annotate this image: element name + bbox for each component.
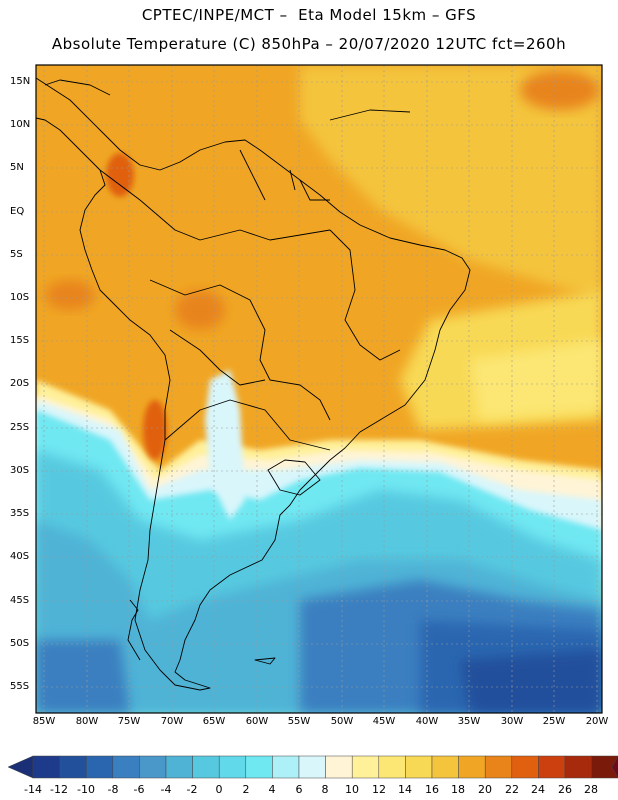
colorbar-label: -10	[77, 783, 95, 796]
colorbar-swatch	[564, 755, 592, 779]
colorbar-swatch	[139, 755, 167, 779]
lon-label: 65W	[202, 716, 226, 727]
lat-label: 25S	[10, 422, 30, 433]
colorbar-swatch	[192, 755, 220, 779]
lon-label: 30W	[500, 716, 524, 727]
lon-label: 45W	[372, 716, 396, 727]
colorbar-label: 24	[531, 783, 545, 796]
colorbar-label: 8	[321, 783, 329, 796]
colorbar-label: -14	[24, 783, 42, 796]
colorbar-swatch	[272, 755, 300, 779]
lon-label: 70W	[160, 716, 184, 727]
title-line-1: CPTEC/INPE/MCT – Eta Model 15km – GFS	[141, 6, 477, 24]
colorbar-label: 16	[425, 783, 439, 796]
lat-label: 50S	[10, 638, 30, 649]
colorbar-swatch	[245, 755, 273, 779]
colorbar-label: 18	[451, 783, 465, 796]
lon-label: 20W	[585, 716, 609, 727]
colorbar-label: 14	[398, 783, 412, 796]
colorbar-swatch	[431, 755, 459, 779]
colorbar	[7, 755, 618, 779]
lon-label: 75W	[117, 716, 141, 727]
colorbar-label: 10	[345, 783, 359, 796]
colorbar-swatch	[59, 755, 87, 779]
colorbar-label: -12	[50, 783, 68, 796]
colorbar-label: -2	[186, 783, 198, 796]
temperature-field	[36, 65, 602, 713]
colorbar-label: 28	[584, 783, 598, 796]
lat-label: 20S	[10, 378, 30, 389]
colorbar-label: -4	[160, 783, 172, 796]
colorbar-swatch	[85, 755, 114, 779]
colorbar-label: 26	[558, 783, 572, 796]
colorbar-swatch	[511, 755, 539, 779]
lat-label: 10N	[10, 119, 31, 130]
colorbar-swatch	[218, 755, 247, 779]
colorbar-swatch	[165, 755, 193, 779]
lat-label: 40S	[10, 551, 30, 562]
lat-label: 10S	[10, 292, 30, 303]
colorbar-label: 4	[268, 783, 276, 796]
colorbar-label: -8	[107, 783, 119, 796]
lat-label: EQ	[10, 206, 25, 217]
lat-label: 5N	[10, 162, 24, 173]
lon-label: 85W	[32, 716, 56, 727]
lon-label: 35W	[457, 716, 481, 727]
colorbar-right-arrow	[611, 755, 618, 779]
map-frame	[35, 64, 603, 714]
colorbar-swatch	[484, 755, 513, 779]
colorbar-left-arrow	[7, 755, 34, 779]
lat-label: 45S	[10, 595, 30, 606]
colorbar-swatch	[538, 755, 566, 779]
lat-label: 5S	[10, 249, 23, 260]
map-gridlines	[36, 65, 602, 713]
colorbar-swatch	[351, 755, 380, 779]
colorbar-swatch	[405, 755, 433, 779]
colorbar-label: 22	[505, 783, 519, 796]
colorbar-label: 0	[215, 783, 223, 796]
lat-label: 35S	[10, 508, 30, 519]
lon-label: 25W	[542, 716, 566, 727]
lon-label: 40W	[415, 716, 439, 727]
lon-label: 60W	[245, 716, 269, 727]
title-line-2: Absolute Temperature (C) 850hPa – 20/07/…	[51, 35, 567, 53]
coastlines-and-borders	[35, 77, 471, 691]
lon-label: 55W	[287, 716, 311, 727]
colorbar-label: 12	[372, 783, 386, 796]
colorbar-swatch	[591, 755, 618, 779]
lat-label: 15N	[10, 76, 31, 87]
colorbar-swatch	[32, 755, 60, 779]
colorbar-swatch	[378, 755, 406, 779]
colorbar-label: -6	[133, 783, 145, 796]
colorbar-swatch	[298, 755, 326, 779]
lat-label: 15S	[10, 335, 30, 346]
colorbar-swatch	[458, 755, 486, 779]
colorbar-swatch	[325, 755, 353, 779]
colorbar-label: 2	[242, 783, 250, 796]
lon-label: 50W	[330, 716, 354, 727]
colorbar-label: 6	[295, 783, 303, 796]
colorbar-swatch	[112, 755, 140, 779]
lat-label: 55S	[10, 681, 30, 692]
colorbar-label: 20	[478, 783, 492, 796]
lon-label: 80W	[75, 716, 99, 727]
lat-label: 30S	[10, 465, 30, 476]
